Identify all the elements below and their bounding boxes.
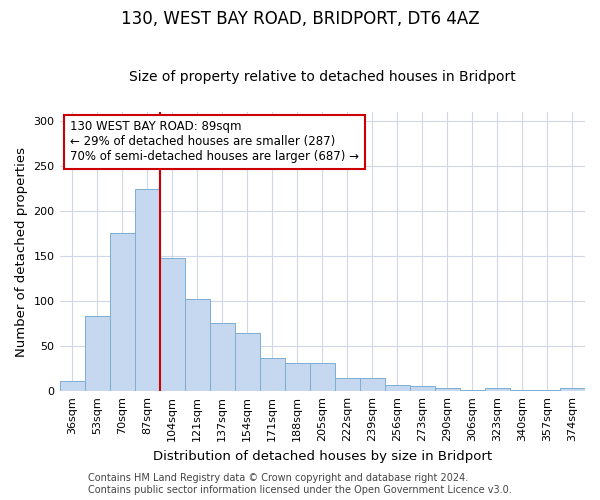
Title: Size of property relative to detached houses in Bridport: Size of property relative to detached ho… (129, 70, 515, 85)
Text: 130, WEST BAY ROAD, BRIDPORT, DT6 4AZ: 130, WEST BAY ROAD, BRIDPORT, DT6 4AZ (121, 10, 479, 28)
Bar (385, 385, 410, 391)
Bar (485, 388, 510, 391)
Bar (510, 390, 535, 391)
Text: Contains HM Land Registry data © Crown copyright and database right 2024.
Contai: Contains HM Land Registry data © Crown c… (88, 474, 512, 495)
Bar (185, 300, 209, 391)
Bar (335, 378, 360, 391)
Bar (535, 390, 560, 391)
Y-axis label: Number of detached properties: Number of detached properties (15, 146, 28, 356)
Bar (59, 382, 85, 391)
Bar (85, 316, 110, 391)
Bar (260, 358, 285, 391)
X-axis label: Distribution of detached houses by size in Bridport: Distribution of detached houses by size … (153, 450, 492, 462)
Bar (460, 390, 485, 391)
Bar (235, 332, 260, 391)
Bar (560, 388, 585, 391)
Bar (110, 232, 134, 391)
Bar (160, 258, 185, 391)
Bar (435, 388, 460, 391)
Bar (410, 386, 435, 391)
Bar (209, 322, 235, 391)
Bar (360, 378, 385, 391)
Text: 130 WEST BAY ROAD: 89sqm
← 29% of detached houses are smaller (287)
70% of semi-: 130 WEST BAY ROAD: 89sqm ← 29% of detach… (70, 120, 359, 164)
Bar (285, 364, 310, 391)
Bar (134, 190, 160, 391)
Bar (310, 364, 335, 391)
